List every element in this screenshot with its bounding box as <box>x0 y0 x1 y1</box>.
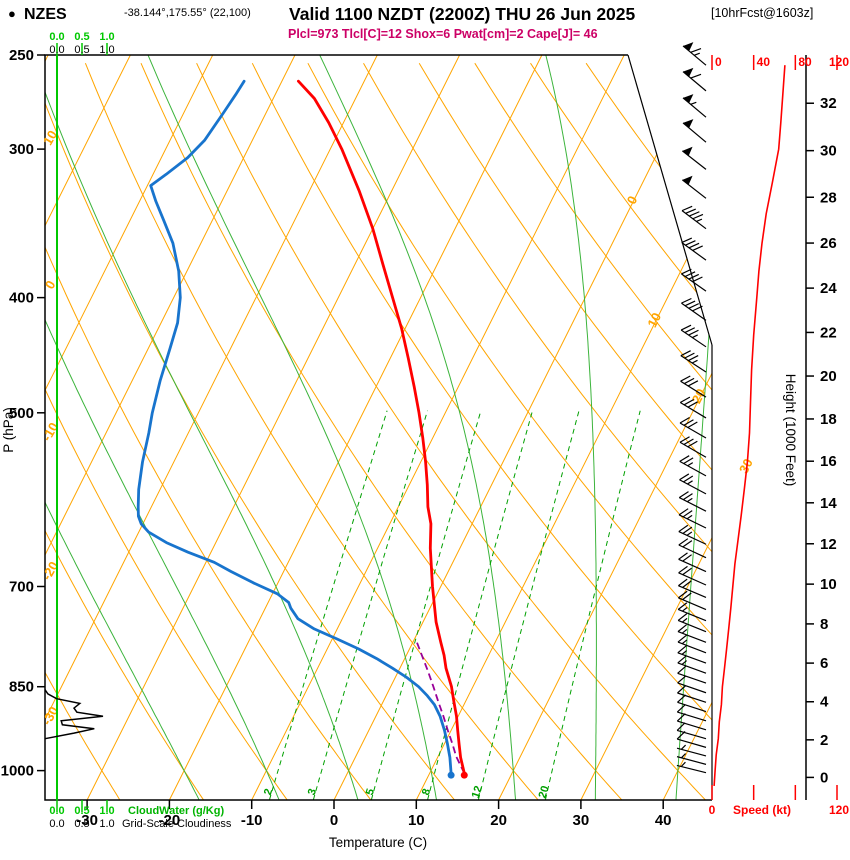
pressure-tick-label: 300 <box>9 141 34 158</box>
speed-axis-title: Speed (kt) <box>733 803 791 817</box>
cloudwater-scale-label: 1.0 <box>99 31 114 43</box>
cloudwater-axis-title: CloudWater (g/Kg) <box>128 805 224 817</box>
skewt-background-grid <box>45 55 712 800</box>
temperature-tick-label: 10 <box>408 812 425 829</box>
pressure-tick-label: 1000 <box>1 763 34 780</box>
plot-frame <box>44 54 713 801</box>
isotherm-label: 0 <box>624 193 641 206</box>
mixing-ratio-label: 20 <box>537 784 552 799</box>
temperature-tick-label: -10 <box>241 812 263 829</box>
speed-tick-label: 40 <box>757 55 771 69</box>
height-tick-label: 14 <box>820 495 837 512</box>
valid-time-title: Valid 1100 NZDT (2200Z) THU 26 Jun 2025 <box>289 4 636 24</box>
forecast-hour: [10hrFcst@1603z] <box>711 6 813 20</box>
cloudwater-scale-label: 1.0 <box>99 805 114 817</box>
dewpoint-line <box>136 79 453 775</box>
temperature-tick-label: -30 <box>76 812 98 829</box>
height-tick-label: 28 <box>820 189 837 206</box>
cloudwater-scale-label: 0.5 <box>74 805 89 817</box>
pressure-tick-label: 400 <box>9 290 34 307</box>
mixing-ratio-label: 3 <box>306 787 319 797</box>
temperature-tick-label: 40 <box>655 812 672 829</box>
pressure-tick-label: 850 <box>9 679 34 696</box>
pressure-tick-label: 500 <box>9 405 34 422</box>
temperature-tick-label: 30 <box>573 812 590 829</box>
cloudwater-scale-label: 0.0 <box>49 805 64 817</box>
speed-tick-label: 0 <box>709 803 716 817</box>
stability-indices: Plcl=973 Tlcl[C]=12 Shox=6 Pwat[cm]=2 Ca… <box>288 27 598 41</box>
cloudiness-scale-label: 0.5 <box>74 44 89 56</box>
station-bullet-icon: ● <box>8 6 16 21</box>
sounding-profiles <box>136 65 786 786</box>
wind-barb-column <box>676 42 707 774</box>
temperature-tick-label: 20 <box>490 812 507 829</box>
cloudiness-axis-title: Grid-Scale Cloudiness <box>122 818 232 830</box>
station-coords: -38.144°,175.55° (22,100) <box>124 7 251 19</box>
height-tick-label: 20 <box>820 368 837 385</box>
mixing-ratio-label: 8 <box>420 787 433 797</box>
surface-temp-dot <box>460 771 468 779</box>
station-id: NZES <box>24 6 67 23</box>
height-tick-label: 22 <box>820 324 837 341</box>
dry-adiabat-label: 10 <box>40 128 60 148</box>
height-tick-label: 26 <box>820 235 837 252</box>
cloudiness-scale-label: 0.5 <box>74 818 89 830</box>
mixing-ratio-label: 2 <box>262 787 275 797</box>
cloudiness-scale-label: 0.0 <box>49 818 64 830</box>
height-tick-label: 18 <box>820 411 837 428</box>
cloudiness-scale-label: 0.0 <box>49 44 64 56</box>
surface-dewpoint-dot <box>447 771 455 779</box>
height-tick-label: 16 <box>820 453 837 470</box>
speed-tick-label: 0 <box>715 55 722 69</box>
height-tick-label: 10 <box>820 576 837 593</box>
height-tick-label: 2 <box>820 732 828 749</box>
speed-tick-label: 120 <box>829 803 849 817</box>
cloudwater-scale-label: 0.5 <box>74 31 89 43</box>
speed-tick-label: 120 <box>829 55 849 69</box>
cloudwater-scale-label: 0.0 <box>49 31 64 43</box>
height-tick-label: 0 <box>820 769 828 786</box>
height-tick-label: 12 <box>820 536 837 553</box>
temperature-tick-label: -20 <box>159 812 181 829</box>
wind-speed-line <box>713 65 786 786</box>
pressure-tick-label: 250 <box>9 47 34 64</box>
height-axis-title: Height (1000 Feet) <box>783 374 798 487</box>
isotherm-label: 10 <box>644 310 664 330</box>
temperature-line <box>297 79 466 775</box>
cloudiness-scale-label: 1.0 <box>99 818 114 830</box>
mixing-ratio-label: 5 <box>364 787 377 797</box>
isotherm-label: 20 <box>689 386 709 406</box>
isotherm-label: 30 <box>736 456 756 476</box>
height-tick-label: 24 <box>820 280 837 297</box>
cloudiness-scale-label: 1.0 <box>99 44 114 56</box>
mixing-ratio-label: 12 <box>470 784 485 799</box>
height-tick-label: 6 <box>820 655 828 672</box>
height-tick-label: 8 <box>820 616 828 633</box>
temperature-tick-label: 0 <box>330 812 338 829</box>
speed-tick-label: 80 <box>798 55 812 69</box>
pressure-tick-label: 700 <box>9 578 34 595</box>
pressure-axis-title: P (hPa) <box>1 407 16 453</box>
height-tick-label: 32 <box>820 95 837 112</box>
cloudiness-profile-line <box>44 689 104 740</box>
temperature-axis-title: Temperature (C) <box>329 835 427 850</box>
parcel-line <box>416 641 466 774</box>
cloudiness-profile <box>44 689 104 740</box>
height-tick-label: 30 <box>820 143 837 160</box>
height-tick-label: 4 <box>820 694 829 711</box>
